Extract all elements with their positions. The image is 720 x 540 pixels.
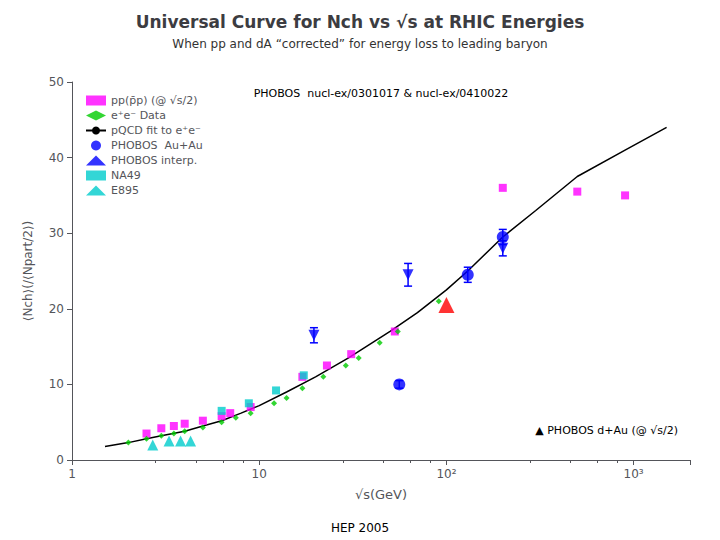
svg-text:pQCD fit to e⁺e⁻: pQCD fit to e⁺e⁻ xyxy=(111,124,201,137)
svg-text:0: 0 xyxy=(56,453,64,467)
svg-text:√s(GeV): √s(GeV) xyxy=(355,487,407,502)
svg-text:1: 1 xyxy=(68,467,76,481)
svg-text:⟨Nch⟩(/⟨Npart/2⟩): ⟨Nch⟩(/⟨Npart/2⟩) xyxy=(21,221,35,322)
svg-text:E895: E895 xyxy=(111,184,139,197)
svg-text:10: 10 xyxy=(49,377,64,391)
svg-text:When pp and dA “corrected” for: When pp and dA “corrected” for energy lo… xyxy=(172,37,547,51)
svg-text:30: 30 xyxy=(49,226,64,240)
svg-text:PHOBOS interp.: PHOBOS interp. xyxy=(111,154,197,167)
svg-text:pp(p̄p) (@ √s/2): pp(p̄p) (@ √s/2) xyxy=(111,94,198,107)
svg-text:▲ PHOBOS d+Au (@ √s/2): ▲ PHOBOS d+Au (@ √s/2) xyxy=(535,424,678,437)
svg-text:Universal Curve for Nch vs √s: Universal Curve for Nch vs √s at RHIC En… xyxy=(136,12,585,32)
svg-text:PHOBOS nucl-ex/0301017 & nucl: PHOBOS nucl-ex/0301017 & nucl-ex/0410022 xyxy=(254,87,509,100)
svg-text:40: 40 xyxy=(49,151,64,165)
svg-text:10²: 10² xyxy=(436,467,456,481)
svg-text:NA49: NA49 xyxy=(111,169,141,182)
svg-text:HEP 2005: HEP 2005 xyxy=(331,521,389,535)
svg-text:PHOBOS Au+Au: PHOBOS Au+Au xyxy=(111,139,203,152)
svg-text:10³: 10³ xyxy=(624,467,644,481)
svg-text:50: 50 xyxy=(49,75,64,89)
svg-text:e⁺e⁻ Data: e⁺e⁻ Data xyxy=(111,109,166,122)
svg-text:20: 20 xyxy=(49,302,64,316)
svg-text:10: 10 xyxy=(252,467,267,481)
